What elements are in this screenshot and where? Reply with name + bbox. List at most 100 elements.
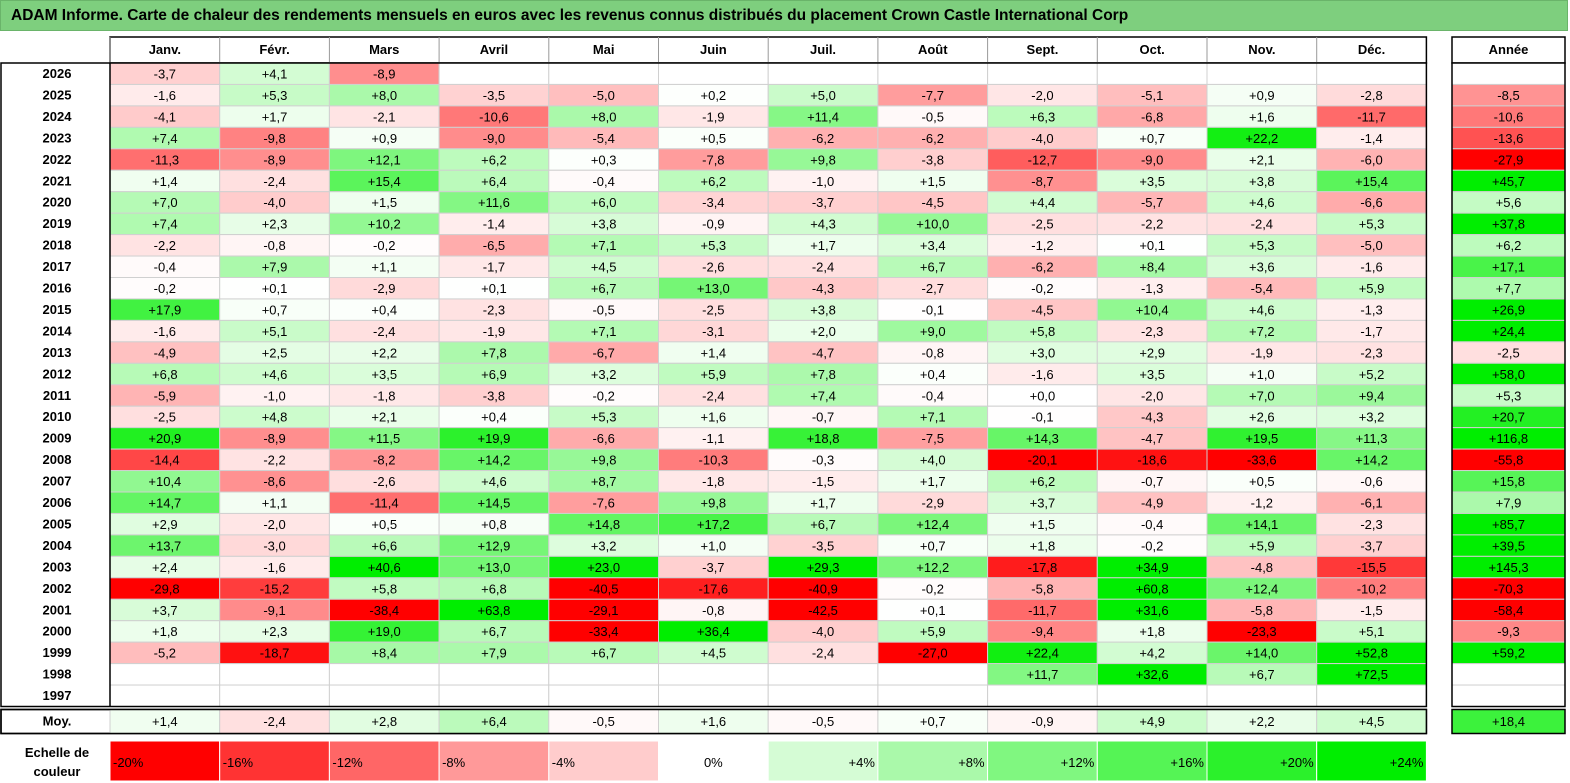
cell-value: +5,0 — [810, 88, 836, 103]
cell-value: +1,4 — [152, 174, 178, 189]
cell-value: +6,7 — [920, 260, 946, 275]
cell-value: -11,3 — [151, 152, 180, 167]
cell-value: -4,3 — [812, 281, 834, 296]
cell-value: -9,1 — [263, 603, 285, 618]
cell-value: -7,5 — [922, 431, 944, 446]
heat-cell — [1096, 684, 1208, 707]
cell-value: +6,7 — [481, 624, 507, 639]
cell-value: -2,3 — [1141, 324, 1163, 339]
year-value: -70,3 — [1494, 581, 1524, 596]
cell-value: +1,5 — [920, 174, 946, 189]
cell-value: +13,0 — [697, 281, 730, 296]
year-cell — [1451, 684, 1566, 707]
cell-value: -0,3 — [812, 453, 834, 468]
cell-value: +2,4 — [152, 560, 178, 575]
column-header: Août — [918, 42, 948, 57]
cell-value: +7,2 — [1249, 324, 1275, 339]
cell-value: +3,7 — [152, 603, 178, 618]
cell-value: -5,8 — [1251, 603, 1273, 618]
average-cell — [328, 709, 440, 734]
row-label: 2019 — [43, 216, 72, 231]
cell-value: -1,0 — [263, 388, 285, 403]
cell-value: -29,8 — [150, 581, 180, 596]
body-border — [0, 62, 1428, 708]
row-label: 1998 — [43, 667, 72, 682]
cell-value: -2,2 — [154, 238, 176, 253]
cell-value: +7,1 — [591, 238, 617, 253]
cell-value: +14,3 — [1026, 431, 1059, 446]
cell-value: +11,3 — [1356, 431, 1388, 446]
cell-value: -33,6 — [1247, 453, 1277, 468]
cell-value: +3,8 — [810, 302, 836, 317]
cell-value: +1,4 — [701, 345, 727, 360]
cell-value: +7,9 — [481, 646, 507, 661]
cell-value: -1,0 — [812, 174, 834, 189]
cell-value: -1,3 — [1360, 302, 1382, 317]
cell-value: -1,6 — [263, 560, 285, 575]
cell-value: -1,7 — [483, 260, 505, 275]
year-value: +20,7 — [1492, 410, 1525, 425]
heat-cell — [658, 62, 769, 85]
cell-value: -20,1 — [1028, 453, 1058, 468]
cell-value: -9,0 — [483, 131, 505, 146]
cell-value: +7,4 — [810, 388, 836, 403]
row-label: 2012 — [43, 366, 72, 381]
row-label: 2020 — [43, 195, 72, 210]
cell-value: -6,2 — [922, 131, 944, 146]
year-value: +7,9 — [1496, 496, 1522, 511]
cell-value: -1,6 — [154, 324, 176, 339]
average-year-value: +18,4 — [1492, 714, 1525, 729]
average-value: +2,8 — [371, 714, 397, 729]
cell-value: +2,6 — [1249, 410, 1275, 425]
cell-value: +12,1 — [368, 152, 401, 167]
cell-value: +14,5 — [477, 496, 510, 511]
cell-value: +4,6 — [1249, 302, 1275, 317]
cell-value: -38,4 — [369, 603, 399, 618]
average-cell — [1206, 709, 1318, 734]
heat-cell — [877, 62, 989, 85]
cell-value: +22,2 — [1245, 131, 1278, 146]
cell-value: +8,7 — [591, 474, 617, 489]
year-value: +145,3 — [1488, 560, 1528, 575]
heat-cell — [658, 663, 769, 686]
heat-cell — [328, 663, 440, 686]
cell-value: +15,4 — [368, 174, 401, 189]
cell-value: -3,1 — [702, 324, 724, 339]
cell-value: +9,8 — [810, 152, 836, 167]
cell-value: +6,7 — [591, 281, 617, 296]
cell-value: +0,2 — [701, 88, 727, 103]
row-label: 2011 — [43, 388, 71, 403]
row-label: 2022 — [43, 152, 72, 167]
year-header-cell — [1451, 36, 1566, 64]
cell-value: -2,0 — [263, 517, 285, 532]
cell-value: -2,2 — [263, 453, 285, 468]
column-header: Sept. — [1027, 42, 1059, 57]
cell-value: +6,7 — [591, 646, 617, 661]
average-value: -0,9 — [1031, 714, 1053, 729]
cell-value: +5,3 — [701, 238, 727, 253]
row-label: 2003 — [43, 559, 72, 574]
heat-cell — [767, 62, 879, 85]
row-label: 2009 — [43, 431, 72, 446]
cell-value: +72,5 — [1355, 667, 1388, 682]
cell-value: +3,0 — [1030, 345, 1056, 360]
cell-value: +0,9 — [1249, 88, 1275, 103]
year-value: -9,3 — [1497, 624, 1519, 639]
year-cell — [1451, 62, 1566, 85]
row-label: 2024 — [43, 109, 73, 124]
cell-value: +13,0 — [477, 560, 510, 575]
cell-value: +0,7 — [1139, 131, 1165, 146]
cell-value: -7,8 — [702, 152, 724, 167]
cell-value: +2,3 — [262, 217, 288, 232]
cell-value: +11,4 — [807, 109, 839, 124]
scale-swatch — [438, 740, 550, 782]
cell-value: -9,4 — [1031, 624, 1053, 639]
cell-value: -5,8 — [1031, 581, 1053, 596]
row-label: 2001 — [43, 602, 72, 617]
cell-value: -6,2 — [1031, 260, 1053, 275]
cell-value: +9,8 — [701, 496, 727, 511]
year-value: +37,8 — [1492, 217, 1525, 232]
cell-value: -29,1 — [589, 603, 619, 618]
cell-value: +0,1 — [481, 281, 507, 296]
